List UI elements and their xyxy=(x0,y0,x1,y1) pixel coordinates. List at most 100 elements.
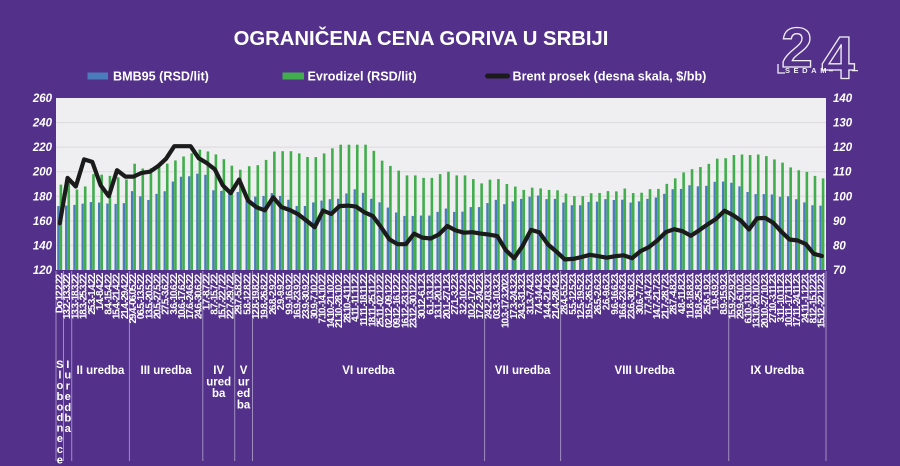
svg-text:28.10.-4.11.22.: 28.10.-4.11.22. xyxy=(342,272,353,323)
svg-text:2: 2 xyxy=(781,16,813,80)
svg-text:o: o xyxy=(56,380,63,392)
svg-text:17.11.-24.11.23.: 17.11.-24.11.23. xyxy=(792,272,803,327)
svg-text:21.4.-29.4.22.: 21.4.-29.4.22. xyxy=(120,272,131,319)
svg-text:29.7.-5.8.22.: 29.7.-5.8.22. xyxy=(234,272,245,315)
svg-text:3.11.-10.11.23.: 3.11.-10.11.23. xyxy=(776,272,787,322)
svg-text:70: 70 xyxy=(833,265,846,277)
svg-text:3.2.-10.2.23.: 3.2.-10.2.23. xyxy=(459,272,470,315)
svg-text:r: r xyxy=(66,380,71,392)
svg-text:VI uredba: VI uredba xyxy=(342,365,395,377)
svg-text:15.9.-22.9.23.: 15.9.-22.9.23. xyxy=(727,272,738,319)
svg-text:IX Uredba: IX Uredba xyxy=(750,365,804,377)
svg-text:OGRANIČENA CENA GORIVA U SRBIJ: OGRANIČENA CENA GORIVA U SRBIJI xyxy=(234,26,609,50)
svg-text:22.7.-29.7.22.: 22.7.-29.7.22. xyxy=(225,272,236,319)
svg-text:80: 80 xyxy=(833,240,846,252)
svg-text:18.11.-25.11.22.: 18.11.-25.11.22. xyxy=(367,272,378,327)
svg-text:7.4.-14.4.23.: 7.4.-14.4.23. xyxy=(534,272,545,315)
svg-text:03.3.-10.3.23.: 03.3.-10.3.23. xyxy=(492,272,503,319)
svg-text:14.10.-21.10.22.: 14.10.-21.10.22. xyxy=(326,272,337,328)
svg-text:9.6.-16.6.23.: 9.6.-16.6.23. xyxy=(610,272,621,315)
svg-text:d: d xyxy=(64,402,71,414)
svg-text:14.7.-21.7.23.: 14.7.-21.7.23. xyxy=(652,272,663,319)
svg-text:100: 100 xyxy=(833,191,853,203)
svg-text:8.12.-15.12.23.: 8.12.-15.12.23. xyxy=(808,272,819,323)
svg-text:20.5.-27.5.22.: 20.5.-27.5.22. xyxy=(153,272,164,319)
svg-text:l: l xyxy=(58,370,61,382)
svg-text:11.8.-18.8.23.: 11.8.-18.8.23. xyxy=(686,272,697,318)
svg-text:28.4.-5.5.23.: 28.4.-5.5.23. xyxy=(559,272,570,315)
svg-text:09.12.-16.12.22.: 09.12.-16.12.22. xyxy=(392,272,403,328)
svg-text:17.6.-24.6.22.: 17.6.-24.6.22. xyxy=(185,272,196,319)
svg-text:13.10.-20.10.23.: 13.10.-20.10.23. xyxy=(752,272,763,328)
svg-text:31.3.-7.4.23.: 31.3.-7.4.23. xyxy=(526,272,537,315)
svg-text:29.9.-6.10.23.: 29.9.-6.10.23. xyxy=(736,272,747,319)
svg-text:ur: ur xyxy=(238,377,250,389)
svg-text:27.1.-3.2.23.: 27.1.-3.2.23. xyxy=(450,272,461,315)
svg-text:240: 240 xyxy=(32,118,53,130)
svg-text:16.9.-23.9.22.: 16.9.-23.9.22. xyxy=(293,272,304,319)
svg-text:IV: IV xyxy=(213,365,224,377)
svg-text:10.11.-17.11.23.: 10.11.-17.11.23. xyxy=(784,272,795,327)
svg-text:1.9.-8.9.23.: 1.9.-8.9.23. xyxy=(711,272,722,310)
svg-text:18.3.-25.3.22.: 18.3.-25.3.22. xyxy=(79,272,90,319)
svg-text:90: 90 xyxy=(833,216,846,228)
svg-text:23.6.-30.6.23.: 23.6.-30.6.23. xyxy=(627,272,638,319)
svg-text:10.3.-17.3.2023.: 10.3.-17.3.2023. xyxy=(500,272,511,328)
svg-text:15.4.-21.4.22.: 15.4.-21.4.22. xyxy=(112,272,123,319)
svg-text:Do 12.2.22.: Do 12.2.22. xyxy=(54,272,65,313)
svg-text:Evrodizel (RSD/lit): Evrodizel (RSD/lit) xyxy=(308,70,417,84)
svg-text:2.6.-9.6.23.: 2.6.-9.6.23. xyxy=(601,272,612,310)
svg-text:23.12.-30.12.22.: 23.12.-30.12.22. xyxy=(409,272,420,328)
svg-text:30.12.-6.1.23.: 30.12.-6.1.23. xyxy=(417,272,428,319)
svg-text:29.4.-06.05.22.: 29.4.-06.05.22. xyxy=(128,272,139,323)
svg-text:b: b xyxy=(56,391,63,403)
svg-text:17.2.-24.2.23.: 17.2.-24.2.23. xyxy=(475,272,486,319)
svg-text:7.10.-14.10.22.: 7.10.-14.10.22. xyxy=(318,272,329,323)
svg-text:12.8.-19.8.22.: 12.8.-19.8.22. xyxy=(251,272,262,319)
svg-text:7.7.-14.7.23.: 7.7.-14.7.23. xyxy=(644,272,655,315)
svg-text:e: e xyxy=(57,433,63,445)
svg-text:15.7.-22.7.22.: 15.7.-22.7.22. xyxy=(217,272,228,319)
svg-text:220: 220 xyxy=(32,142,53,154)
svg-text:140: 140 xyxy=(33,240,53,252)
svg-text:Brent prosek (desna skala, $/: Brent prosek (desna skala, $/bb) xyxy=(513,70,707,84)
svg-text:9.9.-16.9.22.: 9.9.-16.9.22. xyxy=(284,272,295,315)
svg-text:21.10.-28.10.22.: 21.10.-28.10.22. xyxy=(334,272,345,328)
svg-text:6.10.-13.10.23.: 6.10.-13.10.23. xyxy=(744,272,755,323)
svg-text:12.5.-19.5.23.: 12.5.-19.5.23. xyxy=(576,272,587,319)
svg-text:26.5.-2.6.23.: 26.5.-2.6.23. xyxy=(593,272,604,315)
svg-text:18.8.-25.8.23.: 18.8.-25.8.23. xyxy=(694,272,705,319)
svg-text:110: 110 xyxy=(833,167,852,179)
svg-text:120: 120 xyxy=(33,265,53,277)
svg-text:4: 4 xyxy=(821,25,855,92)
svg-text:11.11.-18.11.22.: 11.11.-18.11.22. xyxy=(359,272,370,326)
svg-text:27.5.-3.6.22.: 27.5.-3.6.22. xyxy=(161,272,172,315)
svg-text:d: d xyxy=(56,412,63,424)
svg-text:ed: ed xyxy=(237,388,250,400)
svg-text:19.8.-26.8.22.: 19.8.-26.8.22. xyxy=(260,272,271,319)
svg-text:V: V xyxy=(240,365,248,377)
svg-text:260: 260 xyxy=(32,93,53,105)
svg-text:SEDAM: SEDAM xyxy=(785,66,830,75)
svg-text:u: u xyxy=(64,370,71,382)
svg-text:02.12.-09.12.22.: 02.12.-09.12.22. xyxy=(384,272,395,328)
svg-text:15.12.-22.12.23.: 15.12.-22.12.23. xyxy=(817,272,828,328)
svg-text:2.9.-9.9.22.: 2.9.-9.9.22. xyxy=(276,272,287,310)
svg-text:21.7.-28.7.23.: 21.7.-28.7.23. xyxy=(660,272,671,319)
svg-text:ured: ured xyxy=(206,377,231,389)
svg-text:ba: ba xyxy=(237,400,251,412)
svg-text:24.2.-03.3.23.: 24.2.-03.3.23. xyxy=(483,272,494,319)
svg-text:25.8.-1.9.23.: 25.8.-1.9.23. xyxy=(702,272,713,315)
svg-text:24.6.-30.6.22.: 24.6.-30.6.22. xyxy=(193,272,204,319)
svg-text:13.5.-20.5.22.: 13.5.-20.5.22. xyxy=(144,272,155,319)
svg-text:160: 160 xyxy=(33,216,53,228)
svg-text:BMB95 (RSD/lit): BMB95 (RSD/lit) xyxy=(113,70,209,84)
svg-text:30.6.-7.7.23.: 30.6.-7.7.23. xyxy=(635,272,646,315)
svg-text:1.4.-8.4.22.: 1.4.-8.4.22. xyxy=(95,272,106,310)
svg-text:e: e xyxy=(57,454,63,466)
svg-text:20.1.-27.1.23.: 20.1.-27.1.23. xyxy=(442,272,453,319)
svg-text:16.12.-23.12.22.: 16.12.-23.12.22. xyxy=(401,272,412,328)
svg-text:120: 120 xyxy=(833,142,853,154)
svg-text:200: 200 xyxy=(32,167,53,179)
svg-text:a: a xyxy=(65,423,72,435)
